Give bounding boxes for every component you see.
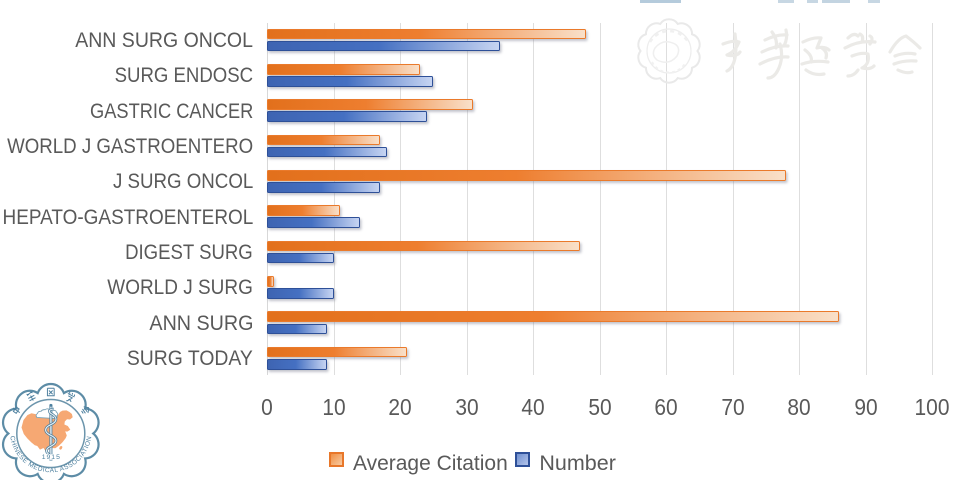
svg-text:1915: 1915 [42,454,61,461]
